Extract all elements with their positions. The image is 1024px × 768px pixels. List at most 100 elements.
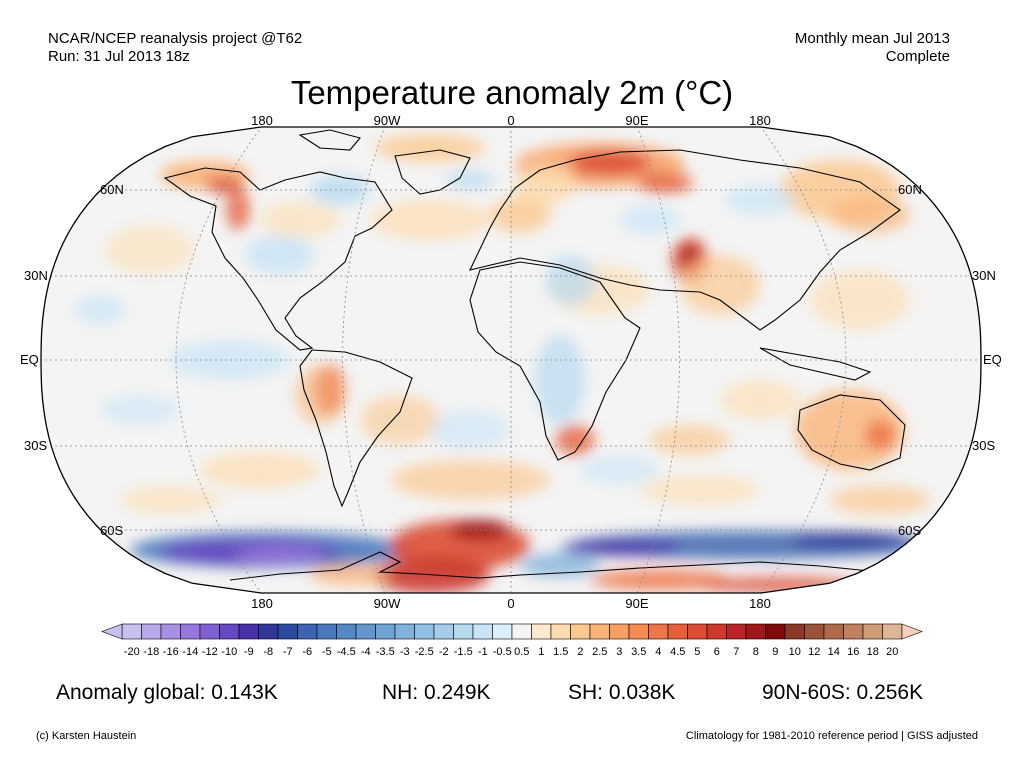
header-left: NCAR/NCEP reanalysis project @T62 Run: 3… xyxy=(48,30,302,66)
colorbar-swatch-11 xyxy=(336,623,357,640)
colorbar-swatch-18 xyxy=(472,623,493,640)
colorbar-tick-26: 3.5 xyxy=(631,646,647,658)
colorbar-tick-21: 1 xyxy=(538,646,545,658)
colorbar-swatch-25 xyxy=(609,623,630,640)
graticule xyxy=(41,127,981,593)
lon-label-top-180w: 180 xyxy=(251,113,273,128)
colorbar-tick-29: 5 xyxy=(694,646,701,658)
colorbar-tick-34: 10 xyxy=(788,646,801,658)
map-title: Temperature anomaly 2m (°C) xyxy=(290,74,734,111)
colorbar-swatch-29 xyxy=(687,623,708,640)
colorbar-swatch-21 xyxy=(531,623,552,640)
lon-label-bottom-90w: 90W xyxy=(373,596,401,611)
lat-label-left-60s: 60S xyxy=(100,523,124,538)
colorbar-swatch-22 xyxy=(550,623,571,640)
lat-label-left-60n: 60N xyxy=(100,182,124,197)
colorbar-swatch-8 xyxy=(277,623,298,640)
copyright: (c) Karsten Haustein xyxy=(36,730,137,742)
colorbar-swatch-3 xyxy=(180,623,201,640)
colorbar-tick-7: -8 xyxy=(263,646,274,658)
colorbar-tick-4: -12 xyxy=(201,646,218,658)
colorbar-tick-33: 9 xyxy=(772,646,779,658)
colorbar-swatch-2 xyxy=(160,623,181,640)
lon-label-bottom-90e: 90E xyxy=(625,596,649,611)
anomaly-blobs xyxy=(75,134,930,593)
lon-label-top-180e: 180 xyxy=(749,113,771,128)
header-right: Monthly mean Jul 2013 Complete xyxy=(795,30,950,66)
lat-label-right-60s: 60S xyxy=(898,523,922,538)
colorbar-tick-32: 8 xyxy=(752,646,759,658)
colorbar-tick-9: -6 xyxy=(302,646,313,658)
colorbar-swatch-26 xyxy=(628,623,649,640)
colorbar-swatch-35 xyxy=(804,623,825,640)
colorbar-tick-11: -4.5 xyxy=(336,646,356,658)
colorbar-tick-18: -1 xyxy=(477,646,488,658)
colorbar-swatch-38 xyxy=(862,623,883,640)
stat-nh: NH: 0.249K xyxy=(382,681,491,704)
colorbar-swatch-19 xyxy=(492,623,513,640)
colorbar-swatch-15 xyxy=(414,623,435,640)
colorbar-swatch-17 xyxy=(453,623,474,640)
run-label: Run: 31 Jul 2013 18z xyxy=(48,48,190,65)
colorbar-tick-24: 2.5 xyxy=(592,646,608,658)
colorbar-swatch-16 xyxy=(433,623,454,640)
lat-label-left-30n: 30N xyxy=(24,268,48,283)
colorbar-tick-2: -16 xyxy=(162,646,179,658)
colorbar-tick-8: -7 xyxy=(282,646,293,658)
colorbar-swatch-12 xyxy=(355,623,376,640)
colorbar-tick-12: -4 xyxy=(360,646,371,658)
colorbar-tick-39: 20 xyxy=(886,646,899,658)
colorbar-tick-20: 0.5 xyxy=(514,646,530,658)
colorbar-swatch-10 xyxy=(316,623,337,640)
colorbar-swatch-31 xyxy=(726,623,747,640)
colorbar-tick-27: 4 xyxy=(655,646,662,658)
colorbar-swatch-27 xyxy=(648,623,669,640)
lon-label-top-0: 0 xyxy=(507,113,515,128)
colorbar-tick-25: 3 xyxy=(616,646,623,658)
colorbar xyxy=(101,623,923,640)
colorbar-tick-16: -2 xyxy=(438,646,449,658)
colorbar-tick-36: 14 xyxy=(827,646,840,658)
colorbar-swatch-13 xyxy=(375,623,396,640)
colorbar-high-arrow xyxy=(901,623,923,640)
colorbar-tick-15: -2.5 xyxy=(414,646,434,658)
colorbar-tick-0: -20 xyxy=(123,646,140,658)
lon-label-bottom-180e: 180 xyxy=(749,596,771,611)
colorbar-swatch-39 xyxy=(882,623,903,640)
colorbar-tick-17: -1.5 xyxy=(453,646,473,658)
stat-global: Anomaly global: 0.143K xyxy=(56,681,278,704)
lat-label-right-60n: 60N xyxy=(898,182,922,197)
colorbar-tick-14: -3 xyxy=(399,646,410,658)
lon-label-top-90w: 90W xyxy=(373,113,401,128)
lon-label-bottom-180w: 180 xyxy=(251,596,273,611)
colorbar-swatch-24 xyxy=(589,623,610,640)
colorbar-tick-28: 4.5 xyxy=(670,646,686,658)
colorbar-swatch-4 xyxy=(199,623,220,640)
lat-label-right-eq: EQ xyxy=(983,352,1002,367)
model-label: NCAR/NCEP reanalysis project @T62 xyxy=(48,30,303,47)
period-label: Monthly mean Jul 2013 xyxy=(794,30,950,47)
colorbar-swatch-5 xyxy=(219,623,240,640)
colorbar-tick-10: -5 xyxy=(321,646,332,658)
colorbar-swatch-37 xyxy=(843,623,864,640)
colorbar-tick-19: -0.5 xyxy=(492,646,512,658)
colorbar-swatch-23 xyxy=(570,623,591,640)
lon-label-bottom-0: 0 xyxy=(507,596,515,611)
colorbar-swatch-36 xyxy=(823,623,844,640)
lat-label-left-eq: EQ xyxy=(20,352,39,367)
colorbar-swatch-28 xyxy=(667,623,688,640)
colorbar-swatch-6 xyxy=(238,623,259,640)
colorbar-tick-13: -3.5 xyxy=(375,646,395,658)
colorbar-swatch-34 xyxy=(784,623,805,640)
colorbar-tick-22: 1.5 xyxy=(553,646,569,658)
colorbar-swatch-1 xyxy=(141,623,162,640)
colorbar-tick-3: -14 xyxy=(182,646,199,658)
colorbar-swatch-33 xyxy=(765,623,786,640)
lat-label-right-30n: 30N xyxy=(972,268,996,283)
lat-label-right-30s: 30S xyxy=(972,438,996,453)
colorbar-swatch-14 xyxy=(394,623,415,640)
stat-arctic: 90N-60S: 0.256K xyxy=(762,681,924,704)
colorbar-swatch-30 xyxy=(706,623,727,640)
colorbar-low-arrow xyxy=(101,623,123,640)
